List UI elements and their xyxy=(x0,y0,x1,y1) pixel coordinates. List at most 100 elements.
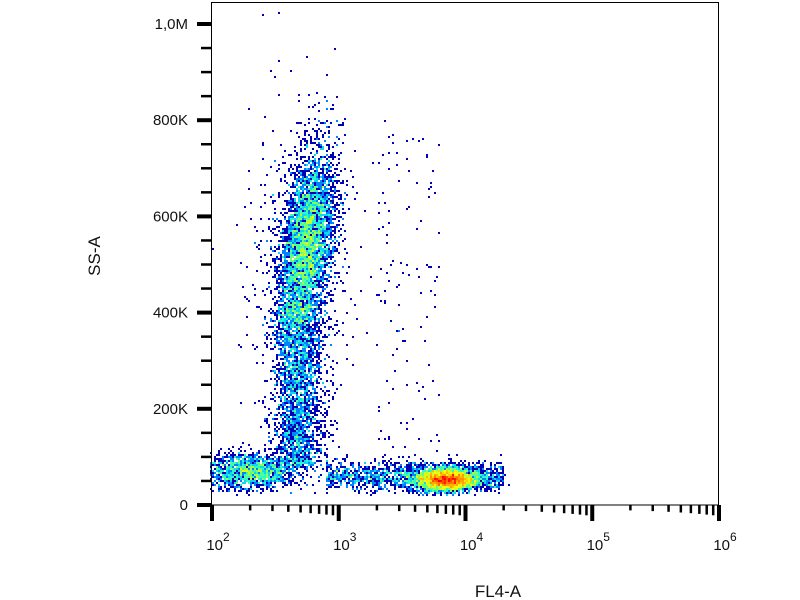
density-dot xyxy=(310,380,312,382)
density-dot xyxy=(306,462,308,464)
density-dot xyxy=(280,298,282,300)
density-dot xyxy=(296,320,298,322)
density-dot xyxy=(264,470,266,472)
density-dot xyxy=(448,482,450,484)
density-dot xyxy=(274,334,276,336)
density-dot xyxy=(334,190,336,192)
density-dot xyxy=(422,486,424,488)
density-dot xyxy=(300,426,302,428)
density-dot xyxy=(274,302,276,304)
density-dot xyxy=(340,216,342,218)
density-dot xyxy=(432,464,434,466)
density-dot xyxy=(316,420,318,422)
density-dot xyxy=(304,254,306,256)
density-dot xyxy=(368,466,370,468)
density-dot xyxy=(356,488,358,490)
density-dot xyxy=(486,476,488,478)
density-dot xyxy=(314,206,316,208)
density-dot xyxy=(264,444,266,446)
density-dot xyxy=(494,464,496,466)
density-dot xyxy=(294,248,296,250)
density-dot xyxy=(366,474,368,476)
density-dot xyxy=(294,214,296,216)
density-dot xyxy=(336,120,338,122)
density-dot xyxy=(320,298,322,300)
density-dot xyxy=(396,476,398,478)
density-dot xyxy=(276,374,278,376)
density-dot xyxy=(410,490,412,492)
density-dot xyxy=(286,246,288,248)
density-dot xyxy=(302,240,304,242)
density-dot xyxy=(496,484,498,486)
density-dot xyxy=(312,224,314,226)
density-dot xyxy=(232,472,234,474)
density-dot xyxy=(308,194,310,196)
density-dot xyxy=(490,484,492,486)
density-dot xyxy=(318,428,320,430)
density-dot xyxy=(436,450,438,452)
density-dot xyxy=(316,380,318,382)
density-dot xyxy=(270,398,272,400)
density-dot xyxy=(296,396,298,398)
density-dot xyxy=(276,338,278,340)
density-dot xyxy=(378,462,380,464)
density-dot xyxy=(494,490,496,492)
density-dot xyxy=(284,260,286,262)
density-dot xyxy=(298,384,300,386)
density-dot xyxy=(432,494,434,496)
density-dot xyxy=(314,426,316,428)
density-dot xyxy=(298,342,300,344)
density-dot xyxy=(278,264,280,266)
density-dot xyxy=(282,414,284,416)
density-dot xyxy=(302,178,304,180)
density-dot xyxy=(314,186,316,188)
density-dot xyxy=(456,482,458,484)
density-dot xyxy=(464,466,466,468)
density-dot xyxy=(464,484,466,486)
density-dot xyxy=(312,246,314,248)
density-dot xyxy=(300,244,302,246)
density-dot xyxy=(426,492,428,494)
density-dot xyxy=(312,196,314,198)
density-dot xyxy=(284,270,286,272)
density-dot xyxy=(250,476,252,478)
density-dot xyxy=(288,308,290,310)
density-dot xyxy=(446,464,448,466)
density-dot xyxy=(314,324,316,326)
density-dot xyxy=(332,396,334,398)
density-dot xyxy=(282,274,284,276)
density-dot xyxy=(318,448,320,450)
density-dot xyxy=(448,466,450,468)
density-dot xyxy=(304,272,306,274)
density-dot xyxy=(416,470,418,472)
density-dot xyxy=(270,392,272,394)
density-dot xyxy=(290,386,292,388)
density-dot xyxy=(426,316,428,318)
density-dot xyxy=(308,460,310,462)
density-dot xyxy=(274,268,276,270)
density-dot xyxy=(296,306,298,308)
density-dot xyxy=(428,478,430,480)
density-dot xyxy=(306,390,308,392)
density-dot xyxy=(308,316,310,318)
density-dot xyxy=(296,212,298,214)
density-dot xyxy=(292,440,294,442)
density-dot xyxy=(294,206,296,208)
density-dot xyxy=(320,168,322,170)
density-dot xyxy=(340,152,342,154)
density-dot xyxy=(270,484,272,486)
density-dot xyxy=(236,482,238,484)
density-dot xyxy=(224,476,226,478)
density-dot xyxy=(246,466,248,468)
density-dot xyxy=(460,464,462,466)
density-dot xyxy=(320,316,322,318)
density-dot xyxy=(302,272,304,274)
density-dot xyxy=(292,466,294,468)
density-dot xyxy=(304,482,306,484)
density-dot xyxy=(302,440,304,442)
density-dot xyxy=(238,466,240,468)
density-dot xyxy=(312,252,314,254)
density-dot xyxy=(300,372,302,374)
density-dot xyxy=(316,172,318,174)
density-dot xyxy=(292,412,294,414)
